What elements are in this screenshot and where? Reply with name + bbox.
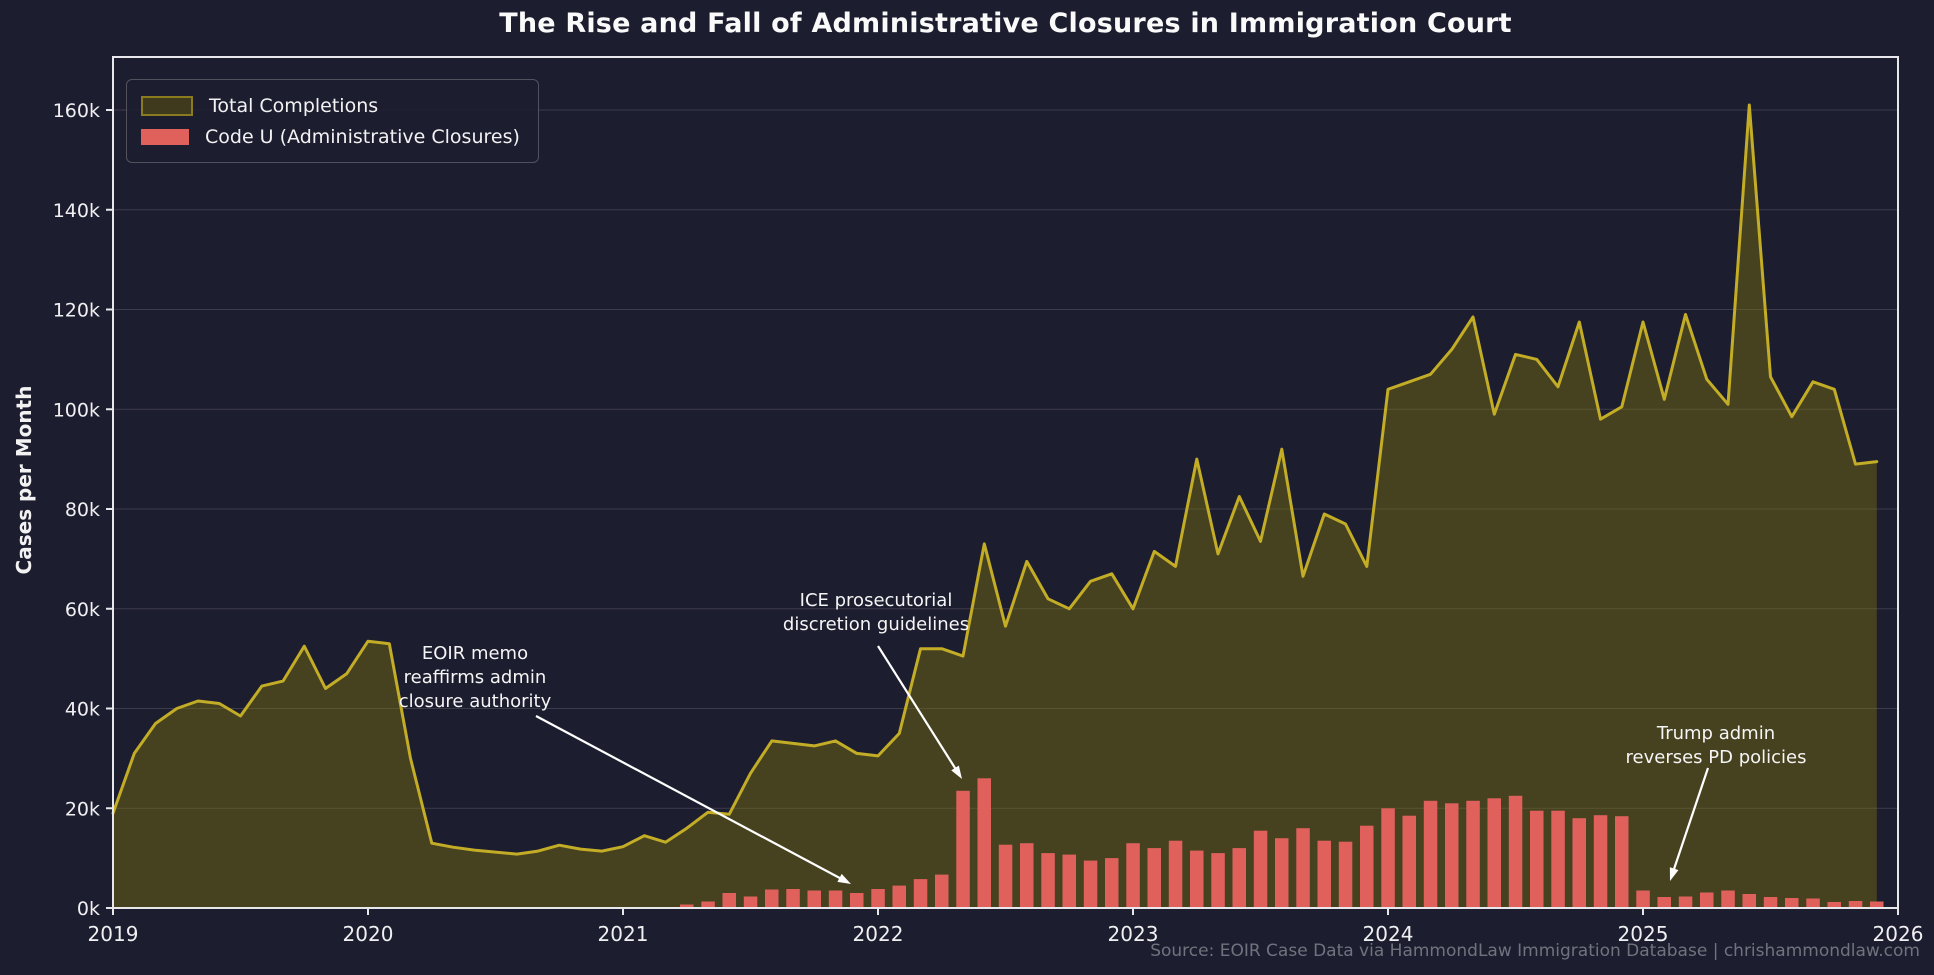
total-completions-swatch-icon <box>141 95 193 116</box>
y-tick-label: 20k <box>65 798 100 820</box>
code-u-bar <box>1530 810 1544 908</box>
total-completions-line <box>111 103 1879 856</box>
code-u-bar <box>1466 800 1480 908</box>
code-u-bar <box>892 885 906 908</box>
code-u-bar <box>913 879 928 908</box>
code-u-bar <box>1232 848 1246 908</box>
y-tick-label: 160k <box>53 100 100 122</box>
annotation-arrow <box>1672 767 1710 870</box>
chart-title: The Rise and Fall of Administrative Clos… <box>499 8 1512 39</box>
code-u-bar <box>1508 795 1523 908</box>
y-axis-title: Cases per Month <box>12 385 36 575</box>
code-u-bar <box>1126 843 1140 908</box>
x-tick-label: 2024 <box>1363 922 1414 946</box>
total-completions-area <box>113 105 1877 908</box>
code-u-bar <box>1062 854 1076 908</box>
code-u-bar <box>977 778 991 908</box>
code-u-bar <box>1636 890 1650 908</box>
plot-border <box>112 56 1899 909</box>
code-u-bar <box>743 896 758 908</box>
x-tick-label: 2020 <box>343 922 394 946</box>
code-u-bar <box>1551 810 1565 908</box>
code-u-bar <box>1848 901 1863 908</box>
code-u-bar <box>1806 898 1820 908</box>
annotation-eoir-memo: EOIR memo reaffirms admin closure author… <box>398 643 552 712</box>
code-u-bar <box>828 890 843 908</box>
code-u-bar <box>1721 890 1735 908</box>
code-u-bar <box>1445 803 1459 908</box>
code-u-swatch-icon <box>141 128 189 145</box>
code-u-bar <box>998 844 1013 908</box>
code-u-bar <box>1211 853 1225 908</box>
x-tick-label: 2019 <box>88 922 139 946</box>
code-u-bar <box>1147 848 1161 908</box>
code-u-bar <box>1827 902 1841 908</box>
legend: Total Completions Code U (Administrative… <box>126 79 539 163</box>
code-u-bar <box>786 889 800 908</box>
code-u-bar <box>1275 838 1289 908</box>
y-tick-label: 0k <box>77 898 100 920</box>
code-u-bar <box>1487 798 1501 908</box>
code-u-bar <box>1572 818 1586 908</box>
code-u-bar <box>722 893 736 908</box>
code-u-bar <box>1105 858 1119 908</box>
code-u-bar <box>1083 860 1098 908</box>
annotation-arrowhead-icon <box>837 873 851 884</box>
legend-item-total-completions: Total Completions <box>141 90 520 121</box>
x-tick-label: 2025 <box>1618 922 1669 946</box>
annotation-arrow <box>535 715 841 880</box>
annotation-ice-pd-guidelines: ICE prosecutorial discretion guidelines <box>782 590 970 635</box>
code-u-bar <box>1317 840 1331 908</box>
y-tick-label: 120k <box>53 300 100 322</box>
legend-label: Code U (Administrative Closures) <box>205 125 520 148</box>
source-credit: Source: EOIR Case Data via HammondLaw Im… <box>1150 941 1920 961</box>
code-u-bar <box>1338 841 1353 908</box>
code-u-bar <box>1870 901 1884 908</box>
code-u-bar <box>765 889 779 908</box>
y-tick-label: 40k <box>65 699 100 721</box>
code-u-bar <box>956 790 970 908</box>
legend-item-code-u: Code U (Administrative Closures) <box>141 121 520 152</box>
x-tick-label: 2023 <box>1108 922 1159 946</box>
code-u-bar <box>1785 898 1799 908</box>
x-tick-label: 2026 <box>1873 922 1924 946</box>
code-u-bar <box>1296 828 1310 908</box>
code-u-bar <box>1593 815 1608 908</box>
code-u-bar <box>1168 840 1183 908</box>
code-u-bar <box>1423 800 1438 908</box>
code-u-bar <box>1657 897 1671 908</box>
code-u-bar <box>1402 815 1416 908</box>
legend-label: Total Completions <box>209 94 379 117</box>
y-tick-label: 80k <box>65 499 100 521</box>
x-tick-label: 2021 <box>598 922 649 946</box>
code-u-bar <box>850 893 864 908</box>
code-u-bar <box>871 889 885 908</box>
code-u-bar <box>935 874 949 908</box>
annotation-arrow <box>877 645 957 770</box>
code-u-bar <box>1742 894 1756 908</box>
code-u-bar <box>1190 850 1204 908</box>
code-u-bar <box>1020 843 1034 908</box>
x-tick-label: 2022 <box>853 922 904 946</box>
code-u-bar <box>701 901 715 908</box>
code-u-bar <box>1360 825 1374 908</box>
annotation-trump-reverses-pd: Trump admin reverses PD policies <box>1625 723 1807 768</box>
code-u-bar <box>1763 897 1778 908</box>
code-u-bar <box>1253 830 1268 908</box>
code-u-bar <box>1615 816 1629 908</box>
y-tick-label: 140k <box>53 200 100 222</box>
code-u-bar <box>1041 853 1055 908</box>
y-tick-label: 60k <box>65 599 100 621</box>
annotation-arrowhead-icon <box>951 765 962 779</box>
code-u-bar <box>1678 896 1693 908</box>
y-tick-label: 100k <box>53 399 100 421</box>
annotation-arrowhead-icon <box>1669 867 1679 881</box>
code-u-bar <box>807 890 821 908</box>
code-u-bar <box>680 904 694 908</box>
code-u-bar <box>1381 808 1395 909</box>
code-u-bar <box>1700 892 1714 908</box>
